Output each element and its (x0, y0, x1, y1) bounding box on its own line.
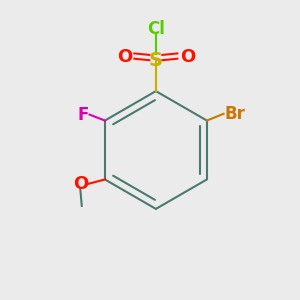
Text: F: F (77, 106, 88, 124)
Text: Cl: Cl (147, 20, 165, 38)
Text: Br: Br (224, 105, 245, 123)
Text: S: S (149, 51, 163, 70)
Text: O: O (180, 48, 195, 66)
Text: O: O (117, 48, 132, 66)
Text: O: O (73, 175, 88, 193)
